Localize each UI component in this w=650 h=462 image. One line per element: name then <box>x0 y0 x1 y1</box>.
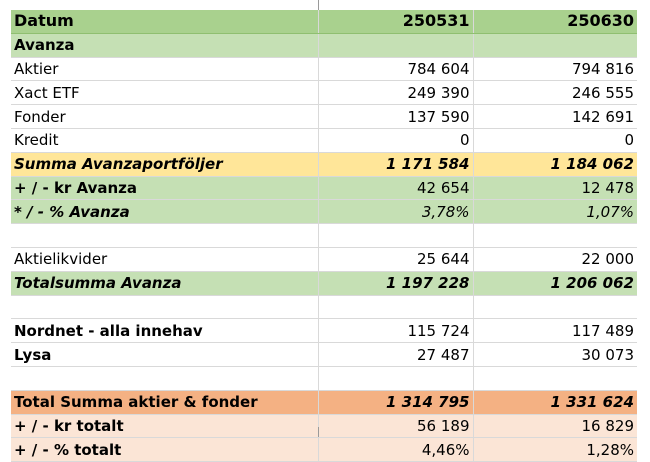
row-label-cell[interactable]: Total Summa aktier & fonder <box>11 390 318 415</box>
row-label-cell[interactable]: * / - % Avanza <box>11 199 318 225</box>
value-b-cell[interactable]: 22 000 <box>472 247 637 272</box>
value-b-cell[interactable]: 1,07% <box>472 199 637 225</box>
empty-cell[interactable] <box>472 366 637 391</box>
value-a-cell[interactable]: 115 724 <box>317 318 473 344</box>
value-a-cell[interactable]: 0 <box>317 128 473 153</box>
empty-cell[interactable] <box>472 223 637 248</box>
kr-avanza-row: + / - kr Avanza 42 654 12 478 <box>11 176 637 201</box>
row-label-cell[interactable]: Lysa <box>11 342 318 367</box>
value-a-cell[interactable]: 1 197 228 <box>317 271 473 296</box>
empty-cell[interactable] <box>317 366 473 391</box>
table-row-kredit: Kredit 0 0 <box>11 128 637 153</box>
empty-cell[interactable] <box>11 223 318 248</box>
row-label-cell[interactable]: Kredit <box>11 128 318 153</box>
kr-totalt-row: + / - kr totalt 56 189 16 829 <box>11 414 637 439</box>
empty-cell[interactable] <box>317 33 473 58</box>
value-b-cell[interactable]: 1 184 062 <box>472 152 637 177</box>
value-b-cell[interactable]: 0 <box>472 128 637 153</box>
summa-avanza-row: Summa Avanzaportföljer 1 171 584 1 184 0… <box>11 152 637 177</box>
table-row-aktier: Aktier 784 604 794 816 <box>11 57 637 82</box>
empty-cell[interactable] <box>472 295 637 320</box>
value-a-cell[interactable]: 27 487 <box>317 342 473 367</box>
pct-avanza-row: * / - % Avanza 3,78% 1,07% <box>11 199 637 225</box>
row-label-cell[interactable]: + / - kr totalt <box>11 414 318 439</box>
row-label-cell[interactable]: Aktier <box>11 57 318 82</box>
value-b-cell[interactable]: 16 829 <box>472 414 637 439</box>
table-row-xact-etf: Xact ETF 249 390 246 555 <box>11 80 637 106</box>
lysa-row: Lysa 27 487 30 073 <box>11 342 637 367</box>
value-b-cell[interactable]: 1 331 624 <box>472 390 637 415</box>
row-label-cell[interactable]: Xact ETF <box>11 80 318 106</box>
value-a-cell[interactable]: 249 390 <box>317 80 473 106</box>
totalsumma-avanza-row: Totalsumma Avanza 1 197 228 1 206 062 <box>11 271 637 296</box>
row-label-cell[interactable]: Totalsumma Avanza <box>11 271 318 296</box>
row-label-cell[interactable]: Aktielikvider <box>11 247 318 272</box>
pct-totalt-row: + / - % totalt 4,46% 1,28% <box>11 437 637 462</box>
row-label-cell[interactable]: Summa Avanzaportföljer <box>11 152 318 177</box>
empty-cell[interactable] <box>317 295 473 320</box>
section-row-avanza: Avanza <box>11 33 637 58</box>
row-label-cell[interactable]: Nordnet - alla innehav <box>11 318 318 344</box>
value-b-cell[interactable]: 117 489 <box>472 318 637 344</box>
table-row-fonder: Fonder 137 590 142 691 <box>11 104 637 129</box>
spreadsheet: Datum 250531 250630 Avanza Aktier 784 60… <box>11 0 637 462</box>
header-date-b-cell[interactable]: 250630 <box>472 10 637 34</box>
total-summa-row: Total Summa aktier & fonder 1 314 795 1 … <box>11 390 637 415</box>
header-date-a-cell[interactable]: 250531 <box>317 10 473 34</box>
value-a-cell[interactable]: 4,46% <box>317 437 473 462</box>
value-a-cell[interactable]: 42 654 <box>317 176 473 201</box>
empty-cell[interactable] <box>11 295 318 320</box>
value-a-cell[interactable]: 784 604 <box>317 57 473 82</box>
value-b-cell[interactable]: 1 206 062 <box>472 271 637 296</box>
value-a-cell[interactable]: 25 644 <box>317 247 473 272</box>
value-b-cell[interactable]: 12 478 <box>472 176 637 201</box>
header-label-cell[interactable]: Datum <box>11 10 318 34</box>
value-b-cell[interactable]: 1,28% <box>472 437 637 462</box>
blank-row <box>11 295 637 320</box>
empty-cell[interactable] <box>472 33 637 58</box>
value-b-cell[interactable]: 30 073 <box>472 342 637 367</box>
value-b-cell[interactable]: 246 555 <box>472 80 637 106</box>
empty-cell[interactable] <box>317 223 473 248</box>
aktielikvider-row: Aktielikvider 25 644 22 000 <box>11 247 637 272</box>
value-a-cell[interactable]: 56 189 <box>317 414 473 439</box>
value-a-cell[interactable]: 3,78% <box>317 199 473 225</box>
value-a-cell[interactable]: 1 314 795 <box>317 390 473 415</box>
value-b-cell[interactable]: 142 691 <box>472 104 637 129</box>
value-b-cell[interactable]: 794 816 <box>472 57 637 82</box>
value-a-cell[interactable]: 137 590 <box>317 104 473 129</box>
blank-row <box>11 366 637 391</box>
section-label-cell[interactable]: Avanza <box>11 33 318 58</box>
header-row: Datum 250531 250630 <box>11 10 637 34</box>
row-label-cell[interactable]: Fonder <box>11 104 318 129</box>
portfolio-table: Datum 250531 250630 Avanza Aktier 784 60… <box>11 10 637 462</box>
row-label-cell[interactable]: + / - % totalt <box>11 437 318 462</box>
row-label-cell[interactable]: + / - kr Avanza <box>11 176 318 201</box>
value-a-cell[interactable]: 1 171 584 <box>317 152 473 177</box>
nordnet-row: Nordnet - alla innehav 115 724 117 489 <box>11 318 637 344</box>
blank-row <box>11 223 637 248</box>
empty-cell[interactable] <box>11 366 318 391</box>
